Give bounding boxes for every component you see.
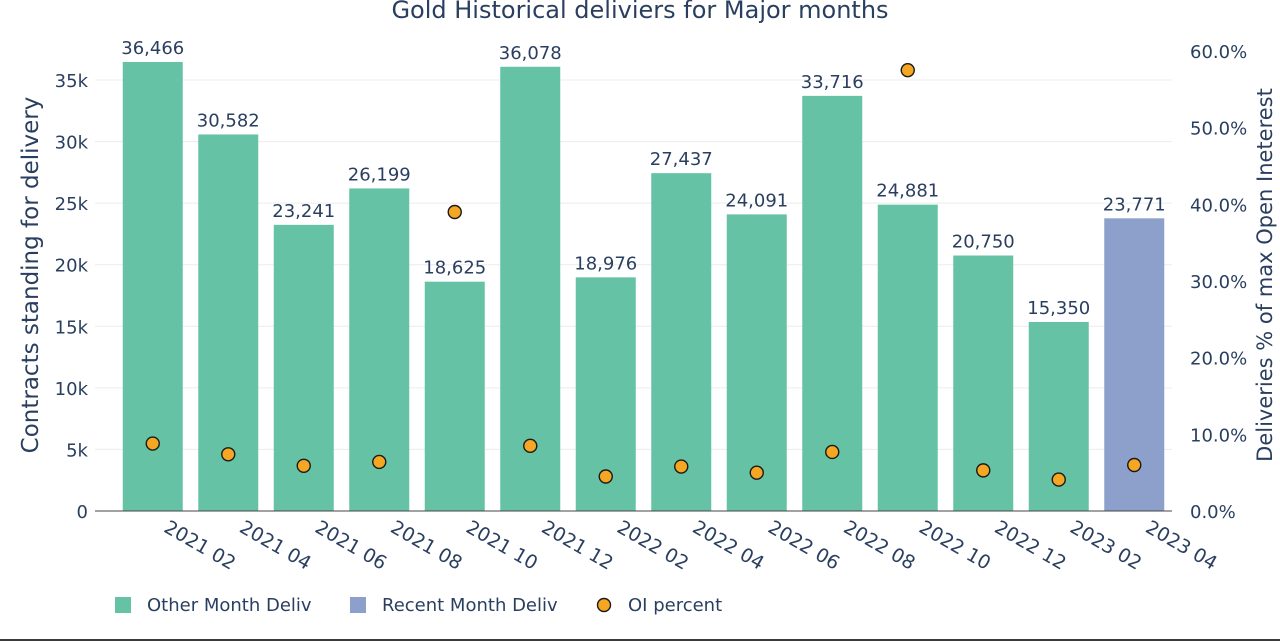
bars [122,62,1165,512]
y-tick-label: 5k [66,440,88,461]
y-tick-label: 25k [55,194,89,215]
scatter-point [1127,457,1142,473]
legend-swatch [596,597,612,613]
scatter-point [221,447,236,462]
y-axis-right-label: Deliveries % of max Open Ineterest [1253,88,1277,462]
bar-value-label: 36,078 [499,43,562,64]
legend-swatch [350,597,366,613]
bar [651,173,712,512]
y2-tick-label: 0.0% [1190,502,1236,523]
y-tick-label: 30k [55,133,89,154]
bar [802,95,863,512]
x-tick-label: 2022 06 [764,516,843,574]
chart-title: Gold Historical deliviers for Major mont… [391,0,888,24]
y-axis-left: 0 5k 10k 15k 20k 25k 30k 35k [55,71,89,523]
y-tick-label: 15k [55,317,89,338]
scatter-point [296,458,311,473]
y-axis-left-label: Contracts standing for delivery [18,97,44,454]
scatter-point [1051,472,1066,487]
legend-label: Recent Month Deliv [382,595,558,616]
bar [877,204,938,512]
scatter-point [900,62,915,78]
legend-swatch [115,597,131,613]
y-tick-label: 35k [55,71,89,92]
y2-tick-label: 40.0% [1190,195,1247,216]
scatter-point [749,465,764,480]
bar-labels: 36,466 30,582 23,241 26,199 18,625 36,078 18,9… [121,38,1165,319]
scatter-point [976,463,991,478]
y-tick-label: 20k [55,256,89,277]
bar-value-label: 15,350 [1027,298,1090,319]
x-tick-label: 2021 08 [387,516,466,574]
x-tick-label: 2021 02 [160,516,239,574]
bar-value-label: 27,437 [650,149,713,170]
y-tick-label: 10k [55,379,89,400]
y2-tick-label: 60.0% [1190,42,1247,63]
bar-value-label: 26,199 [348,164,411,185]
bar-value-label: 20,750 [952,232,1015,253]
scatter-point [825,444,840,460]
x-tick-label: 2022 10 [915,516,994,574]
bar-value-label: 24,091 [725,190,788,211]
legend-label: OI percent [628,595,722,616]
x-tick-label: 2021 12 [538,516,617,574]
bar [424,281,485,511]
legend: Other Month Deliv Recent Month Deliv OI pe… [115,595,722,616]
y2-tick-label: 20.0% [1190,349,1247,370]
x-tick-label: 2022 08 [840,516,919,574]
bar [122,62,183,511]
scatter-point [674,459,689,474]
y2-tick-label: 50.0% [1190,119,1247,140]
y-axis-right: 0.0% 10.0% 20.0% 30.0% 40.0% 50.0% 60.0% [1190,42,1247,523]
scatter-points [145,62,1142,487]
bar-value-label: 23,771 [1103,194,1166,215]
x-tick-label: 2021 04 [236,516,315,574]
bar-value-label: 33,716 [801,72,864,93]
scatter-point [447,204,462,220]
x-tick-label: 2022 04 [689,516,768,574]
bar-value-label: 24,881 [876,181,939,202]
bar [500,66,561,512]
x-tick-label: 2021 06 [311,516,390,574]
x-tick-label: 2022 02 [613,516,692,574]
y2-tick-label: 30.0% [1190,272,1247,293]
scatter-point [372,454,387,470]
bar-value-label: 36,466 [121,38,184,59]
y-tick-label: 0 [77,502,88,523]
scatter-point [145,436,160,451]
y2-tick-label: 10.0% [1190,425,1247,446]
x-tick-label: 2022 12 [991,516,1070,574]
bar-value-label: 18,976 [574,253,637,274]
bottom-rule [0,639,1280,641]
bar-value-label: 18,625 [423,258,486,279]
scatter-point [598,469,613,484]
x-tick-label: 2021 10 [462,516,541,574]
x-tick-label: 2023 04 [1142,516,1221,574]
scatter-point [523,438,538,454]
legend-label: Other Month Deliv [147,595,312,616]
bar [726,214,787,511]
bar-value-label: 23,241 [272,201,335,222]
bar-value-label: 30,582 [197,110,260,131]
x-tick-label: 2023 02 [1066,516,1145,574]
